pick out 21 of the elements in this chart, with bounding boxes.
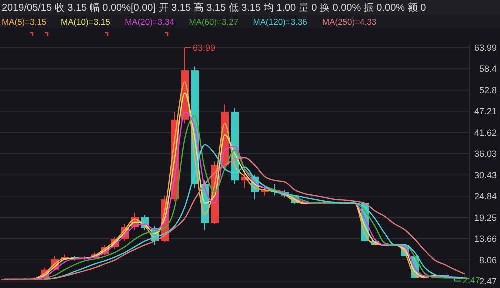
y-tick-label: 36.03: [474, 149, 497, 160]
text: MA(250)=4.33: [322, 17, 377, 27]
text: MA(20)=3.34: [125, 17, 175, 27]
y-tick-label: 52.8: [479, 85, 497, 96]
y-tick-label: 47.21: [474, 106, 497, 117]
text: MA(120)=3.36: [253, 17, 308, 27]
y-tick-label: 63.99: [474, 42, 497, 53]
y-tick-label: 24.84: [474, 192, 497, 202]
y-tick-label: 41.62: [474, 128, 497, 138]
text: MA(60)=3.27: [189, 17, 239, 27]
y-tick-label: 2.47: [479, 276, 497, 286]
y-tick-label: 58.4: [479, 64, 497, 74]
text: MA(5)=3.15: [2, 17, 47, 27]
annotation: 63.99: [193, 42, 216, 53]
chart-title: 2019/05/15 收 3.15 幅 0.00%[0.00] 开 3.15 高 3.15 低 3.15 均 1.00 量 0 换 0.00% 振 0.00% 额 0: [2, 2, 427, 14]
y-tick-label: 8.06: [479, 255, 497, 266]
annotation: 2.47: [463, 275, 481, 286]
y-tick-label: 30.43: [474, 170, 497, 180]
y-tick-label: 19.25: [474, 212, 497, 223]
text: MA(10)=3.15: [61, 17, 111, 27]
y-tick-label: 13.66: [474, 234, 497, 244]
